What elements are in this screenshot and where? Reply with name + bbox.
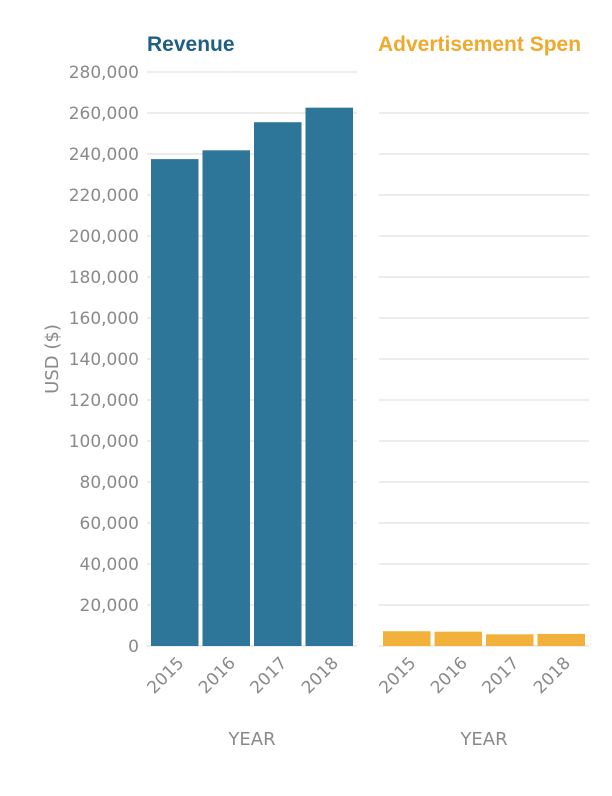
y-tick-label: 60,000 xyxy=(80,514,139,534)
y-tick-label: 160,000 xyxy=(69,309,139,329)
panel-title-revenue: Revenue xyxy=(147,33,235,56)
y-tick-label: 220,000 xyxy=(69,186,139,206)
x-tick-label: 2018 xyxy=(530,653,575,698)
bar-revenue-2016 xyxy=(202,150,250,646)
y-axis-title: USD ($) xyxy=(42,324,63,394)
panel-title-advertisement: Advertisement Spen xyxy=(378,33,581,56)
y-tick-label: 200,000 xyxy=(69,227,139,247)
bar-advertisement-2016 xyxy=(434,631,482,646)
y-tick-label: 240,000 xyxy=(69,145,139,165)
y-tick-label: 140,000 xyxy=(69,350,139,370)
bar-advertisement-2017 xyxy=(486,634,534,646)
x-axis-title-advertisement: YEAR xyxy=(459,729,507,750)
bar-revenue-2017 xyxy=(254,122,302,647)
x-axis-ticks-advertisement: 2015 2016 2017 2018 xyxy=(376,653,575,698)
bar-advertisement-2018 xyxy=(537,633,585,646)
bar-revenue-2015 xyxy=(151,159,199,646)
x-axis-title-revenue: YEAR xyxy=(227,729,275,750)
x-tick-label: 2018 xyxy=(298,653,343,698)
x-axis-ticks-revenue: 2015 2016 2017 2018 xyxy=(144,653,343,698)
y-tick-label: 180,000 xyxy=(69,268,139,288)
y-tick-label: 100,000 xyxy=(69,432,139,452)
bar-revenue-2018 xyxy=(305,107,353,647)
gridlines-advertisement xyxy=(379,112,589,647)
y-tick-label: 40,000 xyxy=(80,555,139,575)
x-tick-label: 2017 xyxy=(247,653,292,698)
x-tick-label: 2016 xyxy=(195,653,240,698)
y-tick-label: 280,000 xyxy=(69,63,139,83)
y-tick-label: 0 xyxy=(128,637,139,657)
bars-revenue xyxy=(151,107,353,647)
x-tick-label: 2017 xyxy=(479,653,524,698)
y-axis-ticks: 0 20,000 40,000 60,000 80,000 100,000 120,000 1… xyxy=(69,63,139,657)
y-tick-label: 80,000 xyxy=(80,473,139,493)
y-tick-label: 260,000 xyxy=(69,104,139,124)
y-tick-label: 120,000 xyxy=(69,391,139,411)
y-tick-label: 20,000 xyxy=(80,596,139,616)
x-tick-label: 2016 xyxy=(427,653,472,698)
x-tick-label: 2015 xyxy=(376,653,421,698)
bar-advertisement-2015 xyxy=(383,631,431,646)
x-tick-label: 2015 xyxy=(144,653,189,698)
bars-advertisement xyxy=(383,631,585,646)
